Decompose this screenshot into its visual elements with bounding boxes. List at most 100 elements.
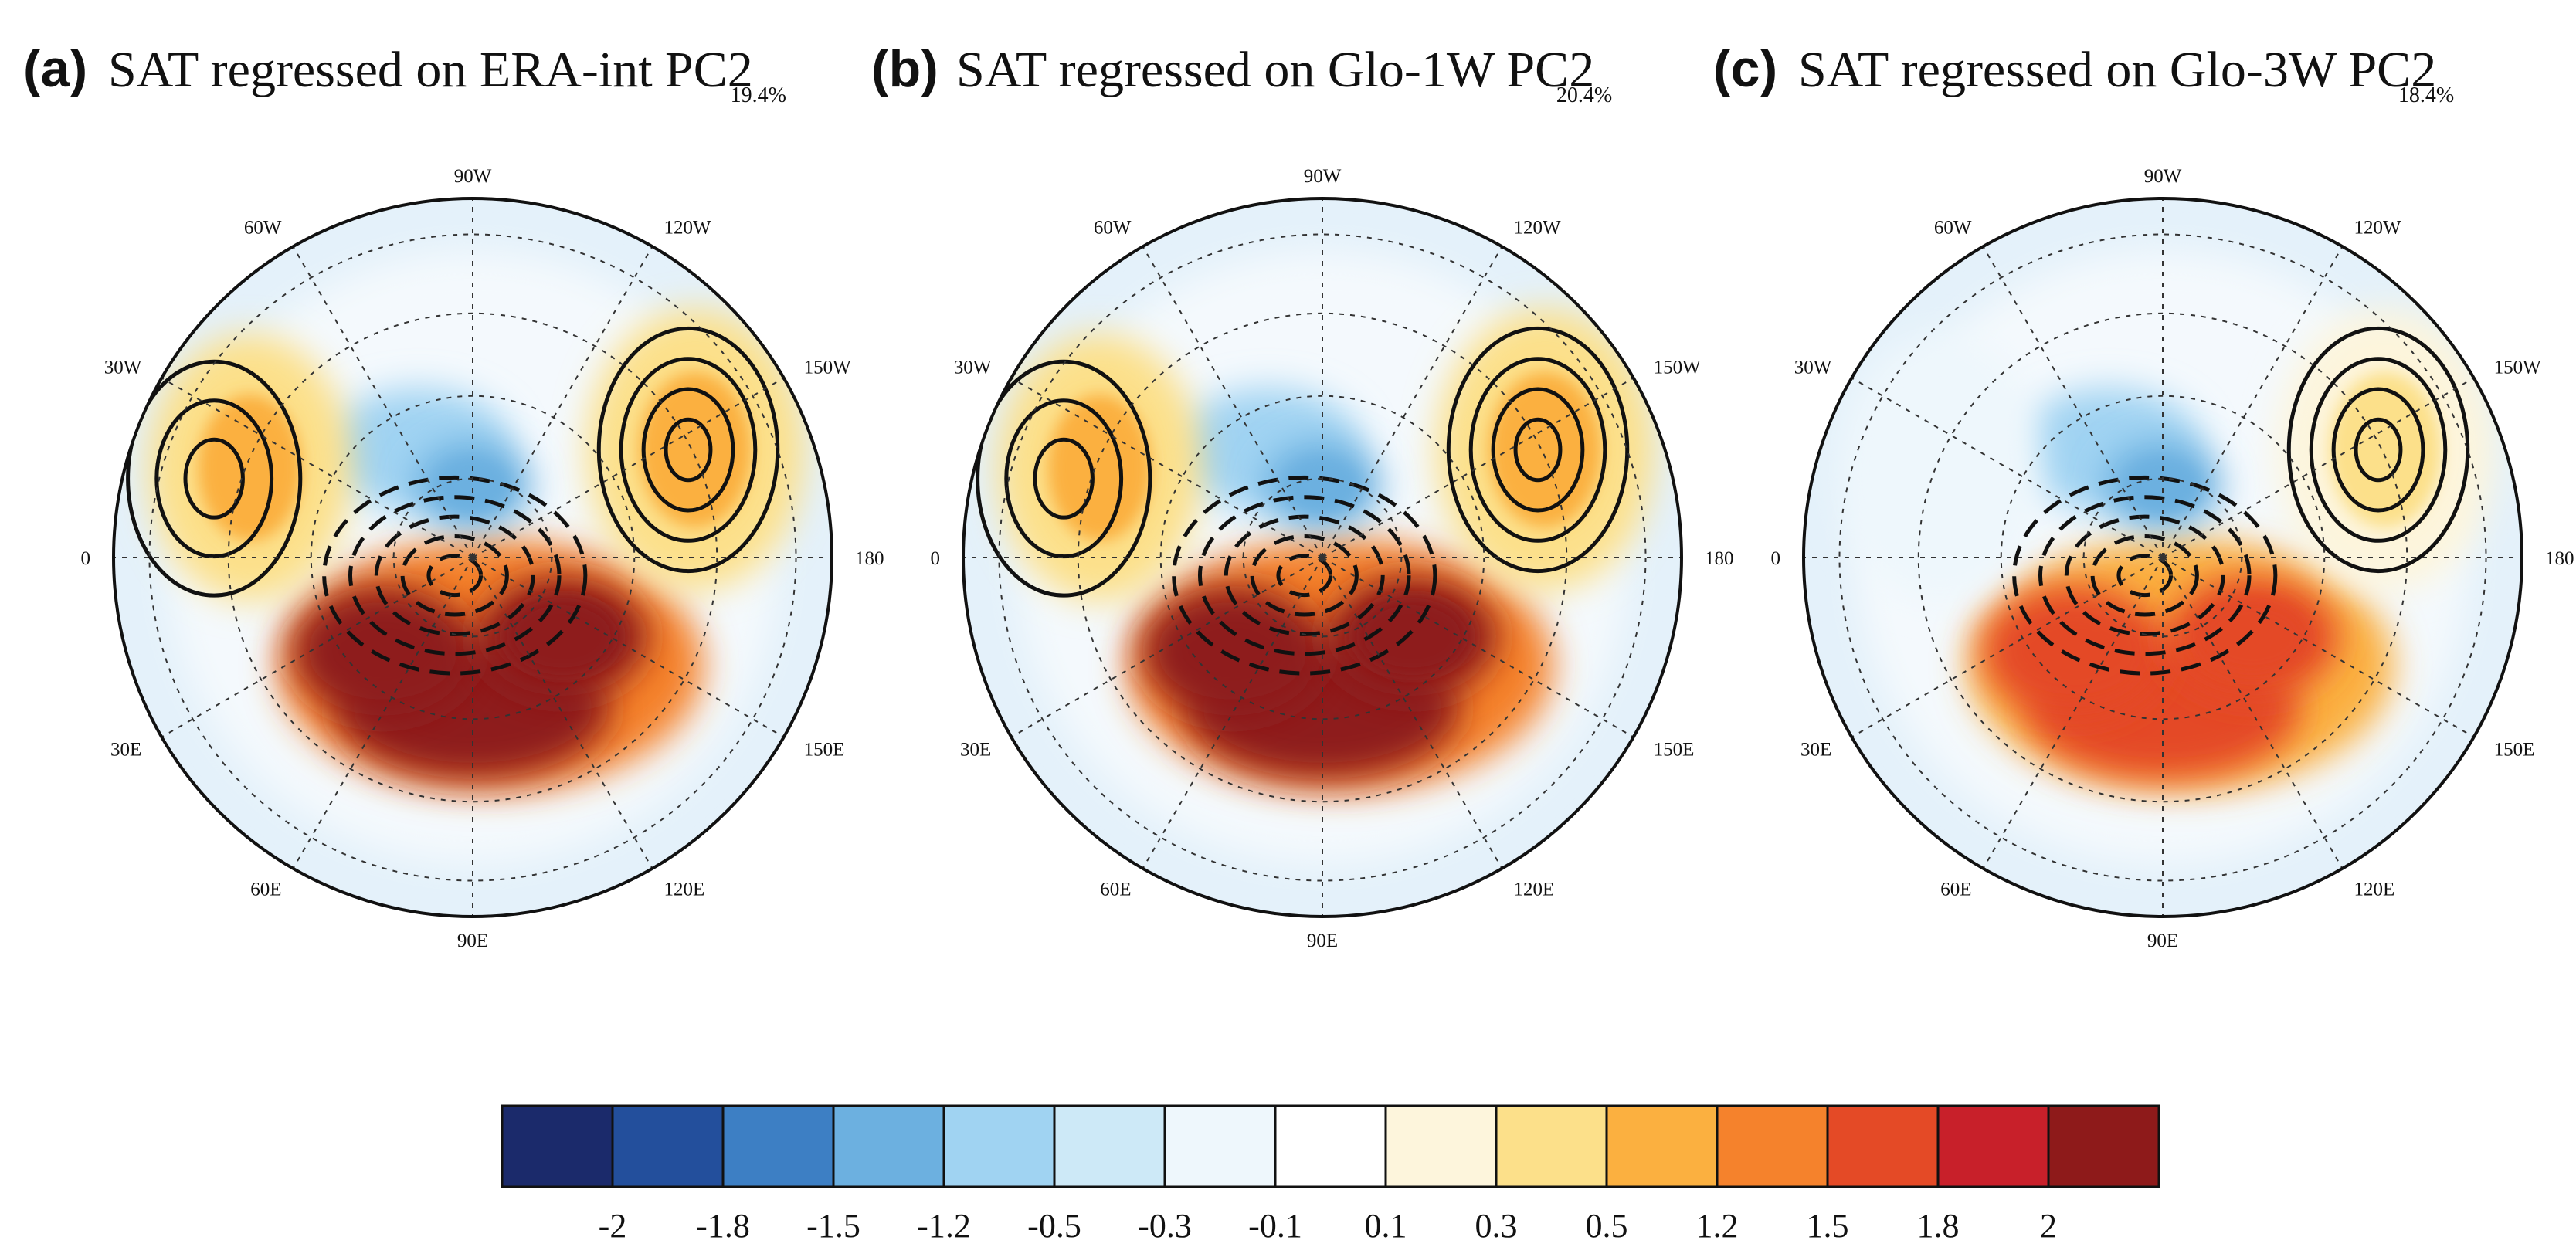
latitude-circle xyxy=(1838,233,2487,882)
panel-letter: (a) xyxy=(23,39,87,98)
longitude-label: 0 xyxy=(1771,548,1781,569)
colorbar-swatch xyxy=(1274,1104,1387,1188)
longitude-label: 180 xyxy=(2545,548,2574,569)
colorbar-swatch xyxy=(1053,1104,1166,1188)
panel-title: SAT regressed on Glo-3W PC2 xyxy=(1798,42,2436,98)
longitude-label: 60E xyxy=(1100,879,1131,900)
variance-label: 18.4% xyxy=(2398,83,2454,107)
variance-label: 19.4% xyxy=(731,83,786,107)
colorbar-swatch xyxy=(501,1104,614,1188)
longitude-label: 30W xyxy=(1794,358,1832,378)
contour-negative xyxy=(426,554,484,598)
longitude-label: 90E xyxy=(1307,930,1338,951)
colorbar-swatch xyxy=(721,1104,835,1188)
latitude-circle xyxy=(310,395,636,720)
contour-negative xyxy=(1250,534,1359,617)
contour-positive xyxy=(976,359,1152,598)
panel-letter: (c) xyxy=(1713,39,1777,98)
latitude-circle xyxy=(148,233,797,882)
longitude-label: 120W xyxy=(664,217,712,238)
polar-map xyxy=(1804,198,2522,917)
contour-positive xyxy=(183,437,245,520)
contour-positive xyxy=(2309,357,2448,543)
colorbar-swatch xyxy=(1826,1104,1940,1188)
longitude-label: 60W xyxy=(1934,217,1972,238)
longitude-label: 60W xyxy=(1094,217,1132,238)
longitude-label: 90E xyxy=(2147,930,2178,951)
contour-negative xyxy=(2038,495,2252,656)
contour-positive xyxy=(1468,357,1607,543)
graticule xyxy=(1804,198,2522,917)
colorbar: -2 -1.8 -1.5 -1.2 -0.5 -0.3 -0.1 0.1 0.3 0.5 1.2 1.… xyxy=(501,1104,2160,1245)
contour-positive xyxy=(126,359,303,598)
longitude-label: 150W xyxy=(804,358,852,378)
contour-positive xyxy=(1513,417,1563,483)
anomaly-core-warm xyxy=(1047,394,1152,541)
anomaly-warm xyxy=(1142,585,1324,717)
longitude-label: 150E xyxy=(804,740,845,761)
longitude-label: 150E xyxy=(2494,740,2535,761)
colorbar-tick-label: -0.1 xyxy=(1248,1207,1302,1245)
contour-negative xyxy=(348,495,562,656)
colorbar-tick-label: -2 xyxy=(599,1207,627,1245)
colorbar-tick-label: 0.3 xyxy=(1475,1207,1518,1245)
colorbar-tick-label: -0.5 xyxy=(1027,1207,1081,1245)
longitude-label: 30W xyxy=(954,358,992,378)
colorbar-tick-label: 0.1 xyxy=(1365,1207,1407,1245)
contour-positive xyxy=(1446,326,1630,574)
contour-negative xyxy=(1276,554,1333,598)
graticule xyxy=(114,198,832,917)
longitude-label: 0 xyxy=(81,548,91,569)
panel-title: SAT regressed on Glo-1W PC2 xyxy=(956,42,1594,98)
anomaly-core-warm xyxy=(2196,598,2309,676)
anomaly-warm xyxy=(292,585,474,717)
colorbar-tick-label: 1.5 xyxy=(1807,1207,1849,1245)
latitude-circle xyxy=(998,233,1647,882)
contour-negative xyxy=(2116,554,2174,598)
longitude-label: 90W xyxy=(454,166,492,187)
contour-positive xyxy=(2354,417,2403,483)
contour-negative xyxy=(322,475,588,676)
colorbar-tick-label: 2 xyxy=(2040,1207,2057,1245)
contour-negative xyxy=(1197,495,1411,656)
contour-negative xyxy=(1172,475,1437,676)
colorbar-tick-label: 0.5 xyxy=(1586,1207,1628,1245)
colorbar-swatch xyxy=(1936,1104,2050,1188)
polar-map xyxy=(114,198,832,917)
longitude-label: 30E xyxy=(960,740,991,761)
latitude-circle xyxy=(227,312,718,803)
anomaly-warm xyxy=(1982,585,2164,717)
longitude-label: 0 xyxy=(931,548,941,569)
longitude-label: 120E xyxy=(664,879,705,900)
anomaly-core-cold xyxy=(1888,394,1992,541)
contour-negative xyxy=(2012,475,2278,676)
colorbar-swatch xyxy=(942,1104,1056,1188)
colorbar-swatch xyxy=(611,1104,725,1188)
longitude-label: 30E xyxy=(110,740,141,761)
latitude-circle xyxy=(1077,312,1568,803)
colorbar-swatch xyxy=(1163,1104,1277,1188)
contour-positive xyxy=(1491,387,1585,513)
map-outline xyxy=(1802,197,2523,918)
colorbar-tick-label: -1.5 xyxy=(806,1207,860,1245)
colorbar-tick-label: 1.8 xyxy=(1917,1207,1960,1245)
longitude-label: 180 xyxy=(855,548,884,569)
longitude-label: 60E xyxy=(250,879,281,900)
colorbar-swatch xyxy=(1384,1104,1498,1188)
colorbar-tick-label: -1.2 xyxy=(917,1207,971,1245)
contour-positive xyxy=(2331,387,2425,513)
contour-positive xyxy=(641,387,735,513)
map-outline xyxy=(962,197,1683,918)
polar-map xyxy=(963,198,1682,917)
variance-label: 20.4% xyxy=(1556,83,1612,107)
contours xyxy=(126,326,780,676)
longitude-label: 90W xyxy=(2144,166,2182,187)
contour-positive xyxy=(596,326,780,574)
colorbar-swatch xyxy=(1716,1104,1829,1188)
anomaly-core-warm xyxy=(506,598,619,676)
longitude-label: 90E xyxy=(457,930,488,951)
latitude-circle xyxy=(1917,312,2408,803)
